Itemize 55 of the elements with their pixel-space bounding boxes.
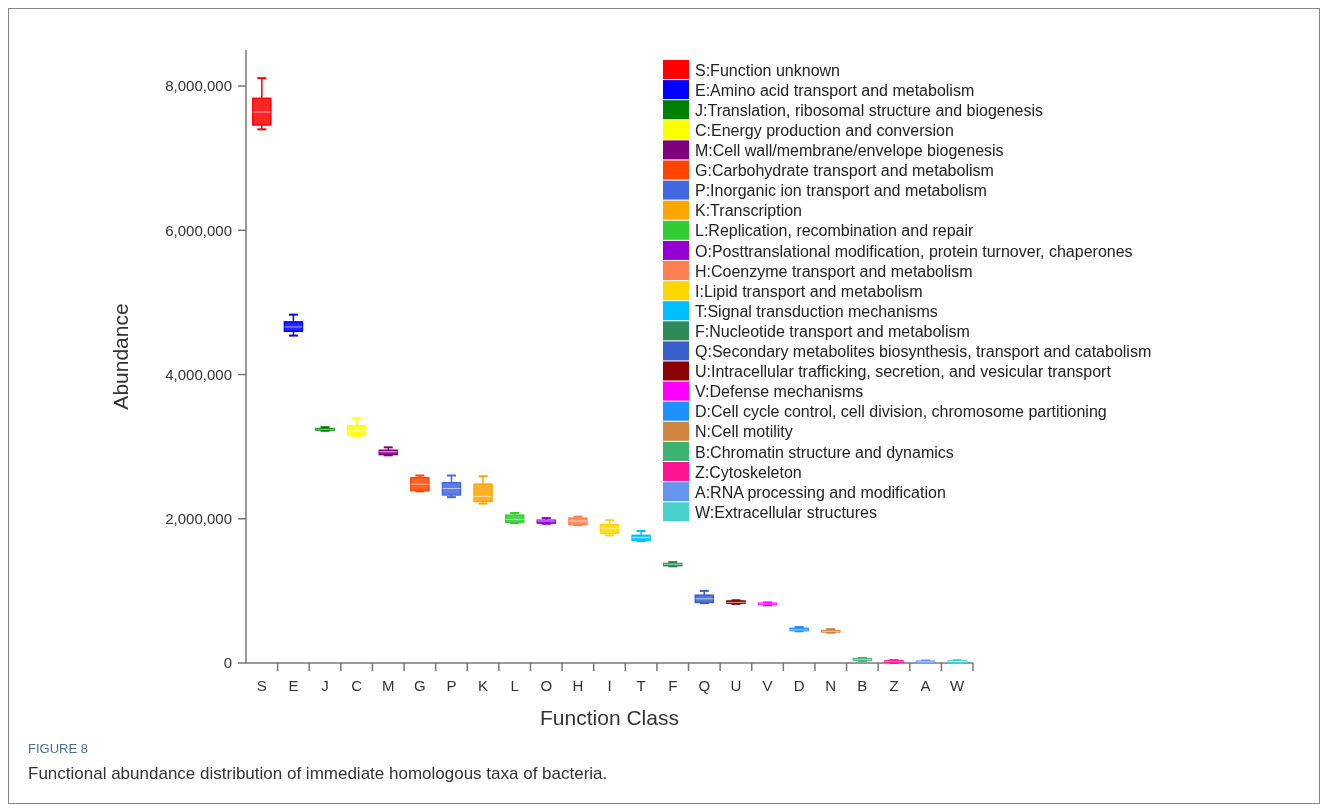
legend-label: Q:Secondary metabolites biosynthesis, transport and catabolism (695, 343, 1152, 360)
legend-label: K:Transcription (695, 202, 802, 220)
legend-label: W:Extracellular structures (695, 503, 877, 521)
x-tick-label: L (510, 677, 519, 694)
legend-label: I:Lipid transport and metabolism (695, 282, 923, 300)
legend-label: F:Nucleotide transport and metabolism (695, 322, 970, 340)
legend-label: D:Cell cycle control, cell division, chromosome partitioning (695, 403, 1107, 421)
legend-label: B:Chromatin structure and dynamics (695, 443, 954, 461)
x-tick-label: K (478, 677, 489, 694)
y-tick-label: 8,000,000 (165, 77, 232, 95)
legend-label: H:Coenzyme transport and metabolism (695, 262, 973, 280)
x-tick-label: A (920, 677, 931, 694)
x-tick-label: E (288, 677, 299, 694)
x-tick-label: G (414, 677, 426, 694)
y-tick-label: 6,000,000 (165, 221, 232, 239)
x-tick-label: S (256, 677, 267, 694)
x-tick-label: Z (889, 677, 899, 694)
legend-label: V:Defense mechanisms (695, 383, 864, 401)
x-tick-label: D (793, 677, 805, 694)
x-tick-label: F (668, 677, 678, 694)
y-tick-label: 2,000,000 (165, 510, 232, 528)
x-tick-label: W (950, 677, 966, 694)
text: Functional abundance distribution of immediate homologous taxa of bacteria. (28, 764, 608, 783)
legend-label: T:Signal transduction mechanisms (695, 302, 938, 320)
y-tick-label: 0 (223, 654, 232, 672)
x-tick-label: C (351, 677, 363, 694)
x-axis-title: Function Class (540, 706, 679, 729)
legend-label: U:Intracellular trafficking, secretion, and vesicular transport (695, 363, 1112, 381)
x-tick-label: V (762, 677, 773, 694)
y-tick-label: 4,000,000 (165, 365, 232, 383)
x-tick-label: J (321, 677, 329, 694)
y-axis-title: Abundance (109, 303, 132, 410)
x-tick-label: Q (698, 677, 711, 694)
legend-label: M:Cell wall/membrane/envelope biogenesis (695, 142, 1004, 159)
legend-label: O:Posttranslational modification, protein turnover, chaperones (695, 242, 1133, 260)
x-tick-label: M (381, 677, 395, 694)
legend-label: N:Cell motility (695, 423, 793, 441)
legend-label: L:Replication, recombination and repair (695, 222, 975, 240)
legend-label: P:Inorganic ion transport and metabolism (695, 182, 987, 200)
x-tick-label: P (446, 677, 457, 694)
x-tick-label: H (572, 677, 584, 694)
legend-label: J:Translation, ribosomal structure and biogenesis (695, 101, 1044, 119)
x-tick-label: I (607, 677, 612, 694)
caption: FIGURE 8 (28, 741, 88, 756)
legend-label: E:Amino acid transport and metabolism (695, 81, 975, 99)
legend-label: C:Energy production and conversion (695, 121, 954, 139)
x-tick-label: U (730, 677, 742, 694)
legend-label: G:Carbohydrate transport and metabolism (695, 162, 994, 180)
legend-label: A:RNA processing and modification (695, 483, 946, 501)
legend-label: S:Function unknown (695, 61, 840, 79)
x-tick-label: O (540, 677, 553, 694)
x-tick-label: B (857, 677, 868, 694)
legend-label: Z:Cytoskeleton (695, 463, 802, 481)
x-tick-label: T (636, 677, 646, 694)
x-tick-label: N (825, 677, 837, 694)
